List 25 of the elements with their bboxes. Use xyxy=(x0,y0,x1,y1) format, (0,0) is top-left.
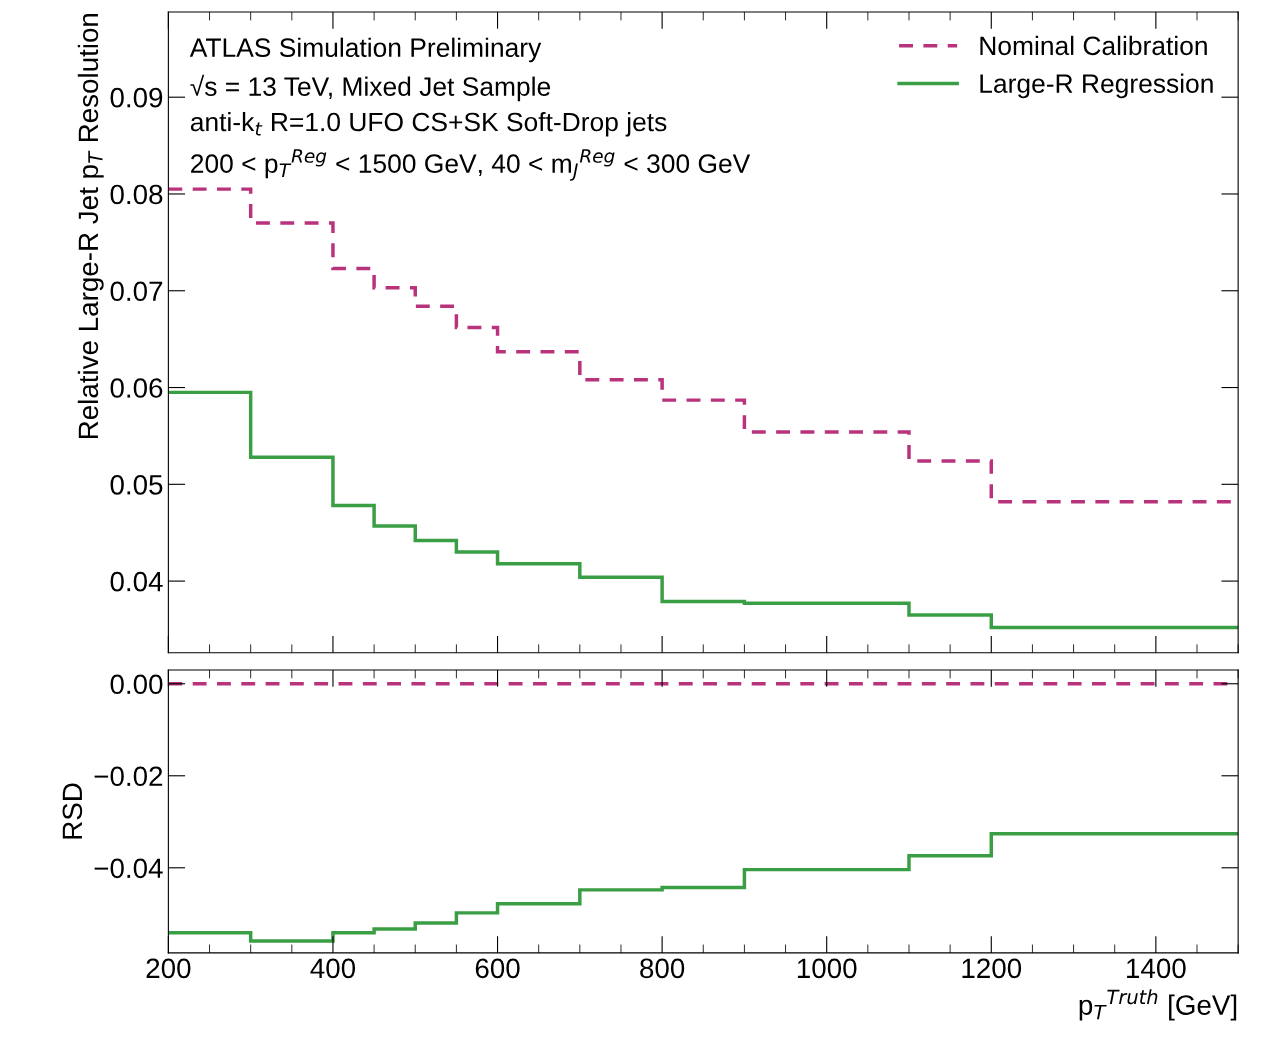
y-tick-label: 0.07 xyxy=(110,281,163,302)
annotation: √s = 13 TeV, Mixed Jet Sample xyxy=(190,74,551,102)
annotation: ATLAS Simulation Preliminary xyxy=(189,37,542,63)
x-tick-label: 200 xyxy=(146,958,191,979)
y-tick-label: 0.00 xyxy=(110,674,163,695)
legend-label: Large-R Regression xyxy=(980,73,1213,99)
y-tick-label: 0.06 xyxy=(110,378,163,398)
y-tick-label: 0.05 xyxy=(110,474,163,495)
x-tick-label: 1000 xyxy=(797,958,857,979)
x-axis-title: p$_{T}$$^{Truth}$ [GeV] xyxy=(1079,989,1237,1021)
x-tick-label: 800 xyxy=(640,958,685,979)
y-tick-label: −0.04 xyxy=(94,858,163,879)
legend-label: Nominal Calibration xyxy=(980,35,1207,56)
y-tick-label: 0.04 xyxy=(110,571,163,592)
annotation: 200 < p$_{T}$$^{Reg}$ < 1500 GeV, 40 < m$_{J}$$^{Reg}$ < 300 GeV xyxy=(191,149,751,181)
x-tick-label: 1200 xyxy=(962,958,1022,979)
y-tick-label: 0.08 xyxy=(110,184,163,205)
y-axis-title: RSD xyxy=(62,783,83,839)
x-tick-label: 1400 xyxy=(1127,958,1186,979)
x-tick-label: 600 xyxy=(475,958,520,979)
x-tick-label: 400 xyxy=(310,958,356,979)
y-axis-title: Relative Large-R Jet p$_{T}$ Resolution xyxy=(77,13,104,439)
annotation: anti-k$_{t}$ R=1.0 UFO CS+SK Soft-Drop jets xyxy=(190,111,667,137)
y-tick-label: −0.02 xyxy=(94,766,163,787)
y-tick-label: 0.09 xyxy=(110,87,163,108)
